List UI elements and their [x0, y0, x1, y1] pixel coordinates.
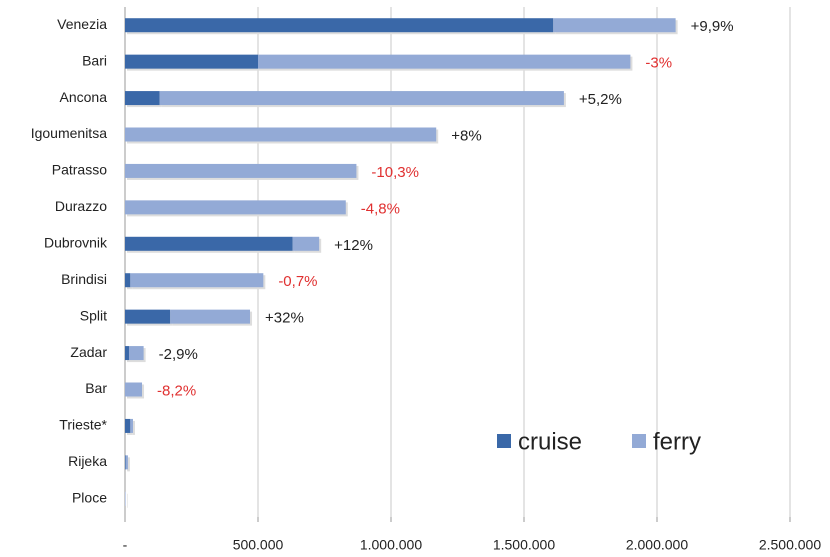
change-label: -8,2%	[157, 382, 196, 399]
bar	[128, 346, 144, 361]
x-tick-label: 2.000.000	[626, 537, 688, 553]
y-tick-label: Durazzo	[55, 198, 107, 214]
legend-swatch	[497, 434, 511, 448]
y-tick-label: Trieste*	[59, 417, 107, 433]
change-label: +12%	[334, 237, 373, 254]
bar	[125, 382, 143, 397]
bar	[125, 163, 357, 178]
legend-label: cruise	[518, 428, 582, 455]
bar	[130, 273, 264, 288]
y-tick-label: Split	[80, 307, 107, 323]
x-tick-label: 500.000	[233, 537, 284, 553]
bar	[553, 18, 676, 33]
bar	[159, 91, 564, 106]
bar	[170, 309, 251, 324]
bar-shadow	[127, 493, 128, 508]
legend-swatch	[632, 434, 646, 448]
bar	[125, 127, 437, 142]
legend-label: ferry	[653, 428, 701, 455]
y-tick-label: Bari	[82, 52, 107, 68]
x-tick-label: 1.000.000	[360, 537, 422, 553]
bar	[125, 455, 128, 470]
y-tick-label: Ancona	[60, 89, 108, 105]
bar	[125, 346, 129, 361]
y-tick-label: Patrasso	[52, 162, 107, 178]
y-tick-label: Ploce	[72, 489, 107, 505]
bar	[125, 491, 126, 506]
bar	[125, 455, 126, 470]
bar	[125, 54, 258, 69]
change-label: -2,9%	[159, 346, 198, 363]
bar	[125, 418, 131, 433]
change-label: +32%	[265, 310, 304, 327]
x-tick-label: 2.500.000	[759, 537, 821, 553]
bar	[125, 236, 293, 251]
y-tick-label: Venezia	[57, 16, 107, 32]
bar-shadow	[132, 420, 135, 435]
bar	[125, 18, 554, 33]
y-tick-label: Zadar	[70, 344, 107, 360]
bar	[292, 236, 320, 251]
bar-shadow	[127, 457, 130, 472]
y-tick-label: Bar	[85, 380, 107, 396]
y-tick-label: Brindisi	[61, 271, 107, 287]
y-tick-label: Dubrovnik	[44, 234, 108, 250]
change-label: -0,7%	[278, 273, 317, 290]
y-tick-label: Rijeka	[68, 453, 107, 469]
x-tick-label: 1.500.000	[493, 537, 555, 553]
bar	[125, 200, 346, 215]
bar	[125, 309, 171, 324]
bar	[125, 273, 131, 288]
change-label: -3%	[645, 55, 672, 72]
x-tick-label: -	[123, 537, 128, 553]
change-label: -4,8%	[361, 200, 400, 217]
change-label: -10,3%	[371, 164, 419, 181]
change-label: +8%	[451, 127, 481, 144]
change-label: +9,9%	[691, 18, 734, 35]
change-label: +5,2%	[579, 91, 622, 108]
bar	[258, 54, 631, 69]
bar	[130, 418, 133, 433]
bar	[125, 91, 160, 106]
y-tick-label: Igoumenitsa	[31, 125, 107, 141]
